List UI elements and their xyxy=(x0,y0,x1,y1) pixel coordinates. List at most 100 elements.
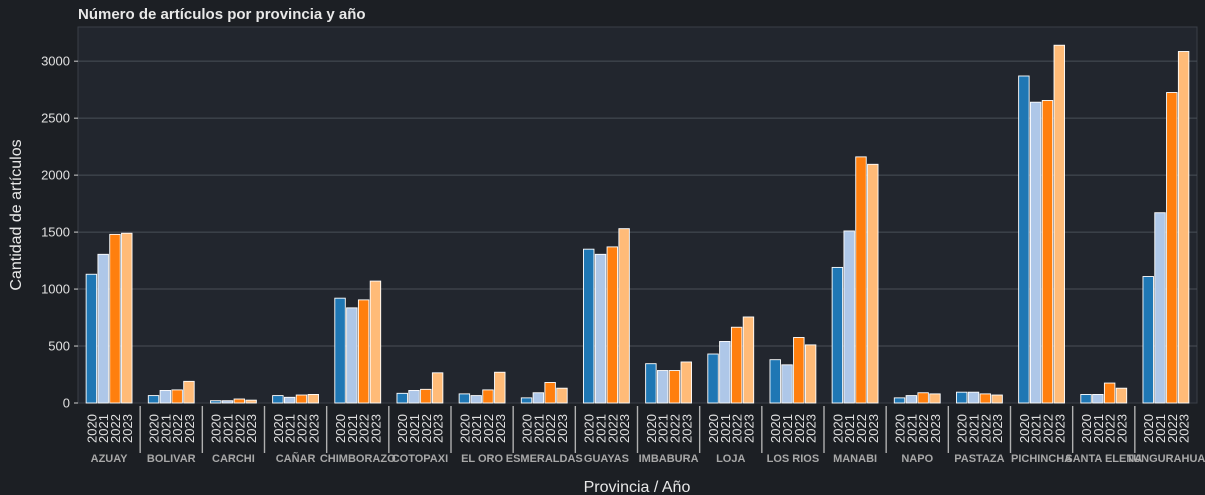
x-tick-label-year: 2020 xyxy=(147,414,162,443)
bar xyxy=(606,246,619,404)
x-tick-label-year: 2020 xyxy=(644,414,659,443)
y-axis-label: Cantidad de artículos xyxy=(8,139,25,290)
bar xyxy=(707,353,719,404)
x-tick-label-year: 2020 xyxy=(768,414,783,443)
bar xyxy=(594,253,607,404)
bar xyxy=(121,232,133,404)
bar xyxy=(272,395,284,404)
y-tick-label: 1500 xyxy=(41,225,70,240)
x-category-label: COTOPAXI xyxy=(392,453,448,465)
bar xyxy=(334,297,346,404)
x-tick-label-year: 2023 xyxy=(182,414,197,443)
x-tick-label-year: 2021 xyxy=(842,414,857,443)
x-tick-label-year: 2022 xyxy=(1165,414,1180,443)
x-tick-label-year: 2021 xyxy=(718,414,733,443)
bar xyxy=(769,359,781,404)
x-tick-label-year: 2022 xyxy=(792,414,807,443)
x-category-label: MANABI xyxy=(833,453,877,465)
x-tick-label-year: 2022 xyxy=(543,414,558,443)
y-tick-label: 2000 xyxy=(41,168,70,183)
x-tick-label-year: 2020 xyxy=(457,414,472,443)
bar xyxy=(979,393,992,404)
x-tick-label-year: 2020 xyxy=(209,414,224,443)
bar xyxy=(147,395,160,404)
x-category-label: PICHINCHA xyxy=(1011,453,1072,465)
x-tick-label-year: 2023 xyxy=(555,414,570,443)
x-tick-label-year: 2020 xyxy=(582,414,597,443)
x-tick-label-year: 2022 xyxy=(294,414,309,443)
x-tick-label-year: 2022 xyxy=(108,414,123,443)
bar xyxy=(1080,394,1092,404)
bar xyxy=(1177,51,1190,404)
bar xyxy=(171,389,183,404)
x-category-label: CAÑAR xyxy=(276,452,316,465)
bar xyxy=(431,372,444,404)
x-tick-label-year: 2020 xyxy=(271,414,286,443)
x-tick-label-year: 2021 xyxy=(904,414,919,443)
bar xyxy=(583,248,595,404)
bar xyxy=(1029,101,1042,404)
bar xyxy=(183,380,195,404)
x-tick-label-year: 2023 xyxy=(368,414,383,443)
bar xyxy=(618,228,630,404)
x-axis: 2020202120222023AZUAY2020202120222023BOL… xyxy=(84,406,1205,465)
bar xyxy=(917,392,929,404)
bar xyxy=(1115,387,1128,404)
chart-title: Número de artículos por provincia y año xyxy=(78,6,366,23)
bar xyxy=(556,387,568,404)
bar xyxy=(843,230,855,404)
bar xyxy=(793,337,805,404)
x-tick-label-year: 2023 xyxy=(679,414,694,443)
bar xyxy=(283,396,296,404)
bar xyxy=(855,156,867,404)
bar xyxy=(1103,382,1116,404)
bar xyxy=(544,382,556,404)
x-tick-label-year: 2023 xyxy=(928,414,943,443)
x-tick-label-year: 2022 xyxy=(605,414,620,443)
x-tick-label-year: 2020 xyxy=(893,414,908,443)
bar xyxy=(97,253,109,404)
x-tick-label-year: 2020 xyxy=(520,414,535,443)
bar xyxy=(346,307,358,404)
x-tick-label-year: 2023 xyxy=(493,414,508,443)
x-tick-label-year: 2022 xyxy=(916,414,931,443)
x-category-label: NAPO xyxy=(901,453,933,465)
bar xyxy=(85,273,98,404)
x-tick-label-year: 2023 xyxy=(804,414,819,443)
x-tick-label-year: 2023 xyxy=(741,414,756,443)
bar xyxy=(1018,75,1030,404)
x-tick-label-year: 2022 xyxy=(481,414,496,443)
bar xyxy=(482,389,494,404)
x-tick-label-year: 2023 xyxy=(120,414,135,443)
y-axis: 0 500 1000 1500 2000 2500 3000 xyxy=(41,54,78,411)
bar xyxy=(458,393,471,404)
x-tick-label-year: 2023 xyxy=(1114,414,1129,443)
bar xyxy=(956,391,968,404)
bar xyxy=(357,299,370,404)
x-tick-label-year: 2020 xyxy=(706,414,721,443)
x-tick-label-year: 2020 xyxy=(955,414,970,443)
bar xyxy=(1154,212,1166,404)
bar xyxy=(159,390,172,404)
bar xyxy=(991,394,1003,404)
y-tick-label: 0 xyxy=(63,396,70,411)
x-axis-label: Provincia / Año xyxy=(584,479,691,495)
bar xyxy=(668,370,681,404)
x-tick-label-year: 2022 xyxy=(667,414,682,443)
bar xyxy=(680,361,692,404)
x-tick-label-year: 2020 xyxy=(1017,414,1032,443)
bar xyxy=(396,392,408,404)
bar xyxy=(967,391,980,404)
bar xyxy=(532,392,545,404)
bar xyxy=(893,397,906,404)
bar xyxy=(470,395,482,404)
x-tick-label-year: 2022 xyxy=(419,414,434,443)
bar xyxy=(245,399,257,404)
y-tick-label: 500 xyxy=(48,339,70,354)
x-category-label: ESMERALDAS xyxy=(506,453,583,465)
bar xyxy=(233,398,246,404)
x-tick-label-year: 2020 xyxy=(830,414,845,443)
x-tick-label-year: 2023 xyxy=(244,414,259,443)
bar xyxy=(369,280,382,404)
x-tick-label-year: 2021 xyxy=(594,414,609,443)
